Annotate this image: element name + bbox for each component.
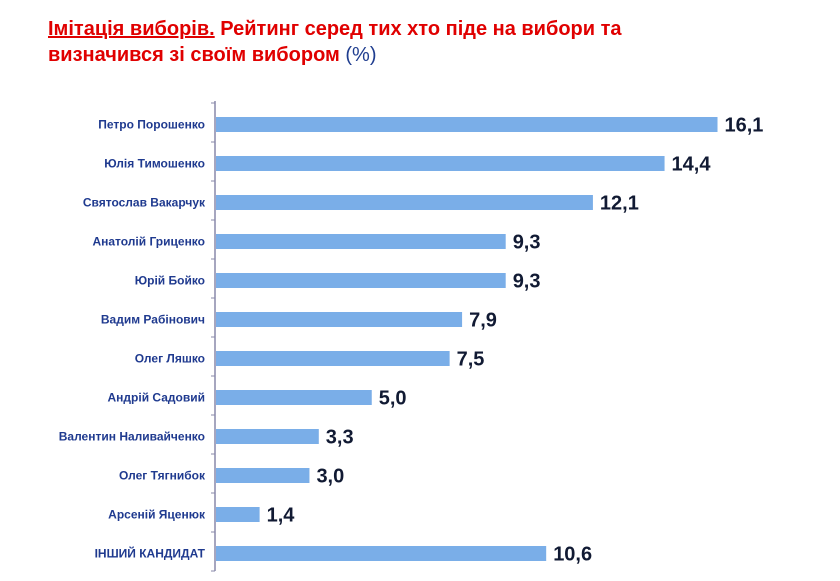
bar <box>216 234 506 249</box>
bar <box>216 351 450 366</box>
category-label: ІНШИЙ КАНДИДАТ <box>95 546 206 561</box>
bar <box>216 117 718 132</box>
data-label: 14,4 <box>672 154 712 176</box>
data-label: 1,4 <box>267 505 296 527</box>
category-label: Петро Порошенко <box>98 118 205 132</box>
bar <box>216 507 260 522</box>
bar <box>216 468 310 483</box>
data-label: 5,0 <box>379 388 407 410</box>
data-label: 12,1 <box>600 193 639 215</box>
data-label: 10,6 <box>553 544 592 566</box>
title-part1: Імітація виборів. <box>48 18 215 40</box>
title-part2: Рейтинг серед тих хто піде на вибори та … <box>48 18 622 66</box>
bar <box>216 195 593 210</box>
category-label: Анатолій Гриценко <box>92 235 205 249</box>
chart-title: Імітація виборів. Рейтинг серед тих хто … <box>48 16 648 68</box>
category-label: Юлія Тимошенко <box>104 157 205 171</box>
data-label: 9,3 <box>513 271 541 293</box>
bar <box>216 156 665 171</box>
data-label: 3,0 <box>316 466 344 488</box>
data-label: 9,3 <box>513 232 541 254</box>
category-label: Олег Ляшко <box>135 352 205 366</box>
data-label: 7,9 <box>469 310 497 332</box>
title-unit: (%) <box>345 44 377 66</box>
category-label: Святослав Вакарчук <box>83 196 206 210</box>
category-label: Андрій Садовий <box>108 391 205 405</box>
category-label: Юрій Бойко <box>135 274 205 288</box>
category-label: Арсеній Яценюк <box>108 508 206 522</box>
category-label: Олег Тягнибок <box>119 469 206 483</box>
data-label: 16,1 <box>725 115 764 137</box>
bar <box>216 546 547 561</box>
bar <box>216 429 319 444</box>
bar <box>216 390 372 405</box>
bar <box>216 312 463 327</box>
bar <box>216 273 506 288</box>
data-label: 3,3 <box>326 427 354 449</box>
data-label: 7,5 <box>457 349 485 371</box>
category-label: Валентин Наливайченко <box>59 430 205 444</box>
category-label: Вадим Рабінович <box>101 313 205 327</box>
